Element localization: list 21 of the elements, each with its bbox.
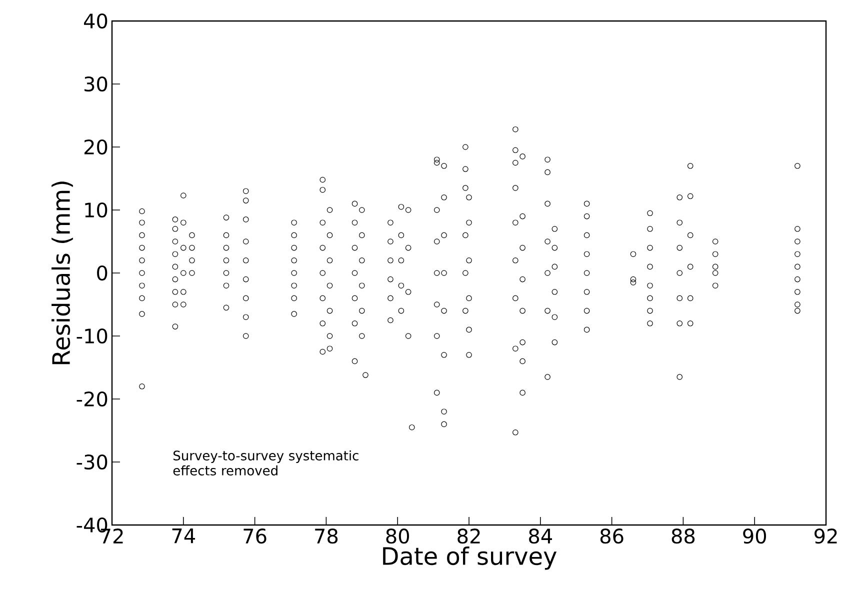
x-tick-label: 84 — [529, 528, 552, 544]
x-axis-title: Date of survey — [383, 546, 557, 570]
x-tick-label: 82 — [458, 528, 480, 544]
x-tick-label: 88 — [672, 528, 695, 544]
y-tick-label: 30 — [84, 76, 108, 92]
x-tick-label: 92 — [814, 528, 837, 544]
annotation: Survey-to-survey systematic effects removed — [173, 450, 358, 476]
y-axis-title: Residuals (mm) — [52, 182, 73, 364]
y-tick-label: 0 — [97, 265, 108, 281]
y-tick-label: -30 — [76, 454, 108, 470]
y-tick-label: -20 — [76, 391, 108, 407]
x-tick-label: 80 — [386, 528, 410, 544]
x-tick-label: 76 — [244, 528, 266, 544]
y-tick-label: 40 — [84, 13, 108, 29]
x-tick-label: 90 — [743, 528, 766, 544]
y-tick-label: 20 — [84, 139, 108, 155]
y-tick-label: -10 — [76, 328, 108, 344]
x-tick-label: 78 — [315, 528, 338, 544]
y-tick-label: 10 — [85, 202, 108, 218]
x-tick-label: 86 — [600, 528, 624, 544]
x-tick-label: 74 — [172, 528, 196, 544]
